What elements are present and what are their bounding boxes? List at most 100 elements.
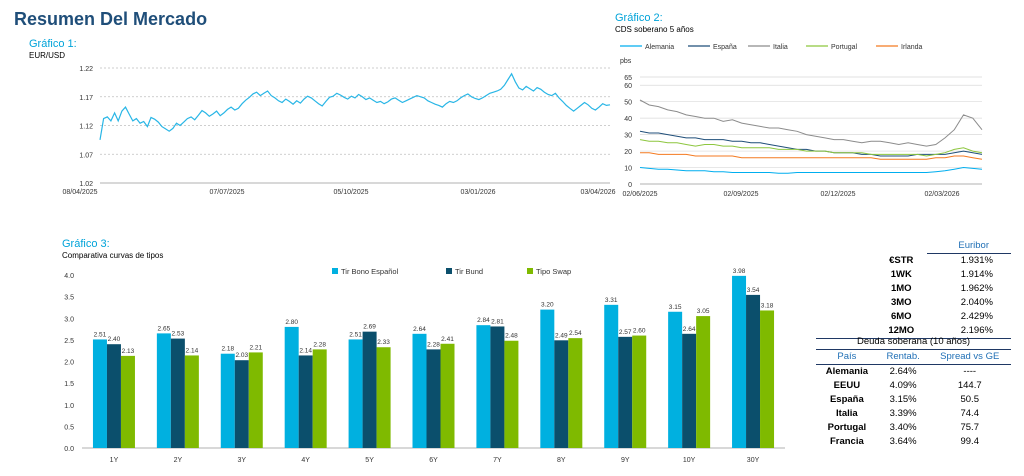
bar-3Y-1 [234,360,249,448]
col-spread: Spread vs GE [928,349,1011,365]
y-tick-label: 1.22 [79,66,93,73]
euribor-value: 1.962% [960,283,993,294]
bar-5Y-2 [376,347,391,448]
page-title: Resumen Del Mercado [14,9,208,29]
x-tick-label: 30Y [747,457,760,464]
deuda-pais: Italia [836,408,858,419]
bar-6Y-0 [412,333,427,448]
legend-label-alemania: Alemania [645,44,674,51]
bar-label: 2.28 [427,341,440,348]
bar-4Y-1 [298,355,313,448]
y-tick-label: 4.0 [64,273,74,280]
deuda-rent: 3.64% [889,436,917,447]
chart1-title: Gráfico 1: [29,38,77,50]
chart3-subtitle: Comparativa curvas de tipos [62,251,164,260]
bar-label: 2.57 [619,329,632,336]
bar-2Y-1 [170,338,185,448]
bar-8Y-0 [540,309,555,448]
euribor-label: €STR [889,254,914,266]
y-tick-label: 65 [624,75,632,82]
bar-10Y-2 [696,316,711,448]
bar-3Y-0 [220,353,235,448]
bar-label: 2.64 [683,326,696,333]
bar-2Y-0 [156,333,171,448]
x-tick-label: 03/04/2026 [580,189,615,196]
legend-swatch [332,268,338,274]
legend-swatch [446,268,452,274]
bar-8Y-1 [554,340,569,448]
deuda-rent: 4.09% [889,380,917,391]
euribor-value: 2.429% [960,311,993,322]
legend-swatch [527,268,533,274]
y-tick-label: 30 [624,133,632,140]
bar-label: 2.53 [172,331,185,338]
euribor-label: 3MO [890,297,912,308]
euribor-header: Euribor [926,239,1011,254]
euribor-label: 6MO [890,311,912,322]
x-tick-label: 1Y [110,457,119,464]
euribor-value: 1.914% [960,269,993,280]
bar-30Y-0 [732,275,747,448]
y-tick-label: 60 [624,83,632,90]
bar-label: 2.80 [285,319,298,326]
chart2-title: Gráfico 2: [615,12,663,24]
bar-9Y-1 [618,336,633,448]
euribor-value: 1.931% [960,255,993,266]
bar-1Y-2 [120,355,135,448]
legend-label-italia: Italia [773,44,788,51]
deuda-spread: ---- [963,366,977,377]
y-unit-label: pbs [620,58,632,65]
bar-label: 2.84 [477,317,490,324]
bar-label: 2.65 [158,325,171,332]
series-line-irlanda [640,152,983,160]
x-tick-label: 4Y [301,457,310,464]
bar-7Y-1 [490,326,505,448]
y-tick-label: 2.5 [64,338,74,345]
deuda-table: Deuda soberana (10 años) País Rentab. Sp… [816,335,1011,449]
euribor-label: 1WK [890,269,912,280]
legend-label-irlanda: Irlanda [901,44,923,51]
y-tick-label: 1.5 [64,381,74,388]
x-tick-label: 05/10/2025 [333,189,368,196]
bar-5Y-0 [348,339,363,448]
bar-label: 2.14 [299,347,312,354]
deuda-rent: 3.40% [889,422,917,433]
deuda-pais: Francia [829,436,864,447]
bar-label: 3.18 [761,302,774,309]
euribor-label: 1MO [890,283,912,294]
y-tick-label: 0.5 [64,424,74,431]
bar-label: 3.31 [605,297,618,304]
euribor-table: Euribor €STR 1.931% 1WK 1.914% 1MO 1.962% 3MO 2… [816,239,1011,339]
bar-8Y-2 [568,338,583,448]
bar-label: 2.48 [505,333,518,340]
series-line-españa [639,130,983,157]
bar-9Y-2 [632,335,647,448]
deuda-spread: 144.7 [957,380,982,391]
x-tick-label: 02/03/2026 [924,191,959,198]
x-tick-label: 07/07/2025 [209,189,244,196]
y-tick-label: 0 [628,182,632,189]
deuda-spread: 74.4 [960,408,979,419]
bar-label: 2.33 [377,339,390,346]
deuda-rent: 3.39% [889,408,917,419]
chart3-yield-curves: 4.0 3.5 3.0 2.5 2.0 1.5 1.0 0.5 0.0 Tir Bono Espa… [64,267,785,464]
legend-label: Tir Bono Español [341,267,399,276]
bar-4Y-0 [284,326,299,448]
bar-label: 2.14 [186,347,199,354]
bar-label: 2.51 [94,331,107,338]
bar-30Y-1 [746,294,761,448]
x-tick-label: 02/12/2025 [820,191,855,198]
bar-label: 3.54 [747,287,760,294]
y-tick-label: 20 [624,149,632,156]
deuda-pais: España [829,394,864,405]
euribor-value: 2.040% [960,297,993,308]
bar-4Y-2 [312,349,327,448]
bar-label: 2.51 [349,331,362,338]
y-tick-label: 10 [624,166,632,173]
y-tick-label: 1.02 [79,181,93,188]
bar-5Y-1 [362,331,377,448]
bar-2Y-2 [184,355,199,448]
series-line-alemania [639,166,983,174]
x-tick-label: 03/01/2026 [460,189,495,196]
